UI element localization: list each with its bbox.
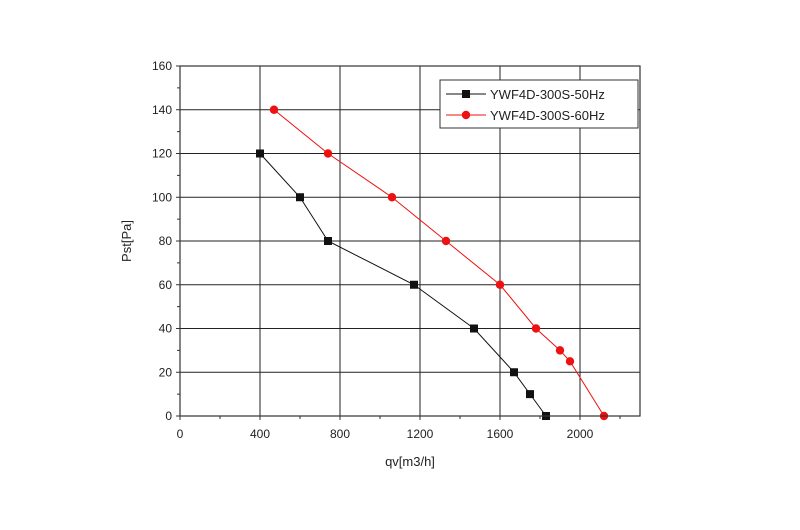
legend-label: YWF4D-300S-60Hz <box>490 108 605 123</box>
x-tick-label: 800 <box>330 427 350 441</box>
data-point <box>531 324 541 333</box>
y-tick-label: 60 <box>159 278 173 292</box>
legend-marker <box>462 90 470 98</box>
x-tick-label: 1200 <box>407 427 434 441</box>
data-point <box>565 357 575 366</box>
data-point <box>495 280 505 289</box>
x-tick-label: 400 <box>250 427 270 441</box>
data-point <box>323 149 333 158</box>
y-tick-label: 40 <box>159 322 173 336</box>
y-tick-label: 0 <box>165 409 172 423</box>
y-tick-label: 140 <box>152 103 172 117</box>
legend-box <box>439 79 639 129</box>
y-tick-label: 120 <box>152 147 172 161</box>
legend-label: YWF4D-300S-50Hz <box>490 87 605 102</box>
y-axis-label: Pst[Pa] <box>119 220 134 262</box>
grid <box>180 66 640 416</box>
data-point <box>324 237 332 245</box>
series-60hz <box>269 105 609 421</box>
data-point <box>296 193 304 202</box>
series-group <box>256 105 609 421</box>
y-tick-label: 20 <box>159 365 173 379</box>
legend: YWF4D-300S-50Hz YWF4D-300S-60Hz <box>439 79 639 129</box>
data-point <box>510 368 518 377</box>
y-tick-label: 100 <box>152 190 172 204</box>
plot-frame <box>179 65 641 417</box>
x-tick-label: 2000 <box>567 427 594 441</box>
y-tick-label: 80 <box>159 234 173 248</box>
x-tick-label: 1600 <box>487 427 514 441</box>
legend-item: YWF4D-300S-60Hz <box>446 108 605 123</box>
data-point <box>526 390 534 399</box>
data-point <box>387 193 397 202</box>
data-point <box>256 149 264 158</box>
data-point <box>441 236 451 246</box>
axis-ticks: 0 400 800 1200 1600 2000 0 20 40 60 80 100 120 140 160 <box>152 59 621 441</box>
data-point <box>555 346 565 355</box>
data-point <box>269 105 279 114</box>
legend-item: YWF4D-300S-50Hz <box>446 87 605 102</box>
x-tick-label: 0 <box>177 427 184 441</box>
y-tick-label: 160 <box>152 59 172 73</box>
x-axis-label: qv[m3/h] <box>385 454 435 469</box>
data-point <box>410 280 418 289</box>
legend-marker <box>461 110 471 120</box>
data-point <box>470 324 478 333</box>
